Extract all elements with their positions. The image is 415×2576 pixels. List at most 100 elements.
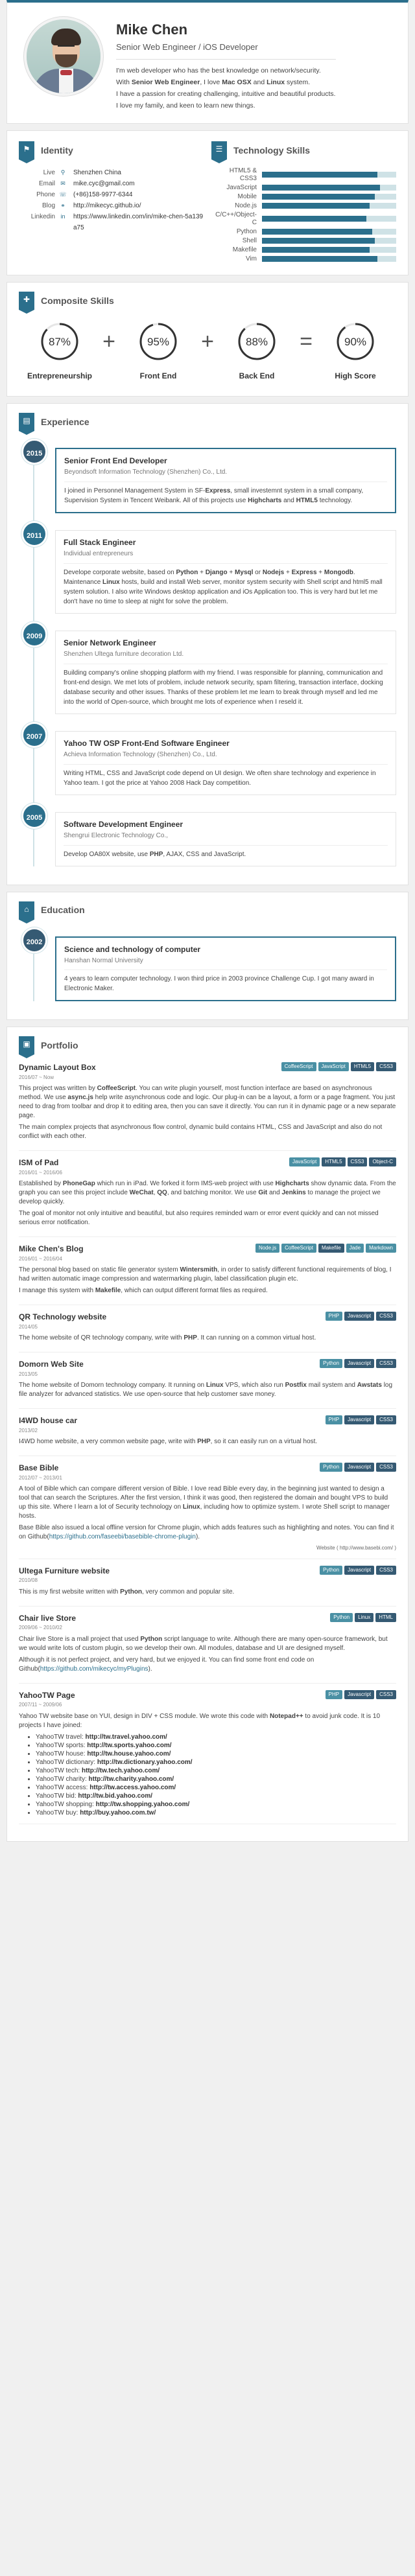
skill-ring: 95%: [139, 323, 177, 360]
timeline-item: 2005 Software Development Engineer Shengru…: [21, 802, 396, 866]
skill-ring: 90%: [337, 323, 374, 360]
organization: Shengrui Electronic Technology Co.,: [64, 831, 388, 846]
skill-bar-fill: [262, 216, 367, 222]
job-title: Yahoo TW OSP Front-End Software Engineer: [64, 738, 230, 748]
external-link[interactable]: https://github.com/faseebi/basebible-chr…: [49, 1533, 196, 1541]
tag-list: Python Javascript CSS3: [320, 1565, 396, 1575]
portfolio-item: Domorn Web Site 2013/05 Python Javascript CS…: [19, 1359, 396, 1410]
identity-value[interactable]: mike.cyc@gmail.com: [73, 180, 135, 187]
project-url[interactable]: http://tw.access.yahoo.com/: [89, 1783, 176, 1791]
project-url[interactable]: http://tw.charity.yahoo.com/: [88, 1775, 174, 1783]
portfolio-description: This is my first website written with Py…: [19, 1588, 235, 1595]
tech-tag: Object-C: [369, 1157, 396, 1167]
tech-tag: Javascript: [344, 1463, 375, 1472]
project-link-item: YahooTW dictionary: http://tw.dictionary…: [36, 1758, 396, 1767]
year-badge: 2005: [21, 802, 47, 829]
portfolio-item-header: Base Bible 2012/07 ~ 2013/01 Python Javascr…: [19, 1463, 396, 1485]
website-link[interactable]: Website ( http://www.basebi.com/ ): [316, 1545, 396, 1551]
composite-skill: 88% Back End: [221, 321, 292, 382]
job-title: Senior Network Engineer: [64, 638, 156, 647]
tech-tag: Javascript: [344, 1359, 375, 1369]
skill-ring: 88%: [238, 323, 276, 360]
portfolio-title: Dynamic Layout Box: [19, 1063, 96, 1073]
skill-row: Node.js: [211, 202, 396, 210]
project-url[interactable]: http://buy.yahoo.com.tw/: [80, 1809, 156, 1816]
ring-progress: [41, 323, 78, 360]
skill-bar: [262, 185, 396, 191]
timeline-card: Senior Front End Developer Beyondsoft Inf…: [55, 448, 396, 513]
tech-tag: Python: [320, 1463, 343, 1472]
job-title: Science and technology of computer: [64, 944, 201, 954]
year-badge: 2002: [21, 927, 47, 953]
portfolio-title: Mike Chen's Blog: [19, 1244, 84, 1254]
portfolio-title: Base Bible: [19, 1463, 59, 1473]
list-icon: ☰: [211, 141, 227, 163]
profile-info: Mike Chen Senior Web Engineer / iOS Deve…: [116, 17, 336, 111]
tech-tag: CSS3: [376, 1062, 396, 1072]
portfolio-item: Chair live Store 2009/06 ~ 2010/02 Python L…: [19, 1612, 396, 1684]
skill-ring: 87%: [41, 323, 78, 360]
identity-value[interactable]: https://www.linkedin.com/in/mike-chen-5a…: [73, 213, 204, 231]
timeline-card: Full Stack Engineer Individual entreprene…: [55, 529, 396, 614]
external-link[interactable]: https://github.com/mikecyc/myPlugins: [40, 1665, 148, 1673]
portfolio-date: 2010/08: [19, 1577, 38, 1584]
project-link-item: YahooTW house: http://tw.house.yahoo.com…: [36, 1750, 396, 1758]
skill-bar: [262, 194, 396, 200]
tag-list: JavaScript HTML5 CSS3 Object-C: [289, 1157, 396, 1167]
year-badge: 2011: [21, 520, 47, 547]
skill-label: JavaScript: [226, 183, 257, 191]
project-url[interactable]: http://tw.tech.yahoo.com/: [81, 1767, 160, 1774]
composite-skill: 95% Front End: [123, 321, 194, 382]
project-url[interactable]: http://tw.sports.yahoo.com/: [87, 1741, 172, 1749]
tech-tag: CoffeeScript: [281, 1244, 316, 1253]
skill-bar-fill: [262, 229, 372, 235]
identity-row: Live ⚲ Shenzhen China: [19, 167, 204, 178]
identity-value: Shenzhen China: [73, 168, 121, 176]
identity-label: Linkedin: [30, 213, 55, 220]
tag-list: PHP Javascript CSS3: [325, 1689, 396, 1699]
timeline-card: Software Development Engineer Shengrui El…: [55, 811, 396, 866]
tech-tag: CSS3: [376, 1565, 396, 1575]
project-url[interactable]: http://tw.bid.yahoo.com/: [78, 1792, 153, 1800]
identity-value[interactable]: http://mikecyc.github.io/: [73, 202, 141, 209]
portfolio-section: ▣ Portfolio Dynamic Layout Box 2016/07 ~ …: [6, 1027, 409, 1842]
skill-row: Shell: [211, 237, 396, 245]
operator-symbol: =: [300, 329, 313, 354]
organization: Hanshan Normal University: [64, 957, 387, 971]
portfolio-item-header: Chair live Store 2009/06 ~ 2010/02 Python L…: [19, 1612, 396, 1635]
tech-tag: CSS3: [376, 1415, 396, 1425]
bank-icon: ⌂: [19, 901, 34, 923]
organization: Shenzhen Ultega furniture decoration Ltd…: [64, 650, 388, 664]
tag-list: PHP Javascript CSS3: [325, 1312, 396, 1321]
project-url[interactable]: http://tw.travel.yahoo.com/: [85, 1733, 167, 1741]
tech-tag: CSS3: [376, 1689, 396, 1699]
identity-label: Live: [43, 168, 55, 176]
ring-progress: [139, 323, 177, 360]
tech-tag: CSS3: [347, 1157, 368, 1167]
portfolio-description: A tool of Bible which can compare differ…: [19, 1485, 390, 1520]
tech-tag: Python: [320, 1565, 343, 1575]
composite-skill: 87% Entrepreneurship: [24, 321, 95, 382]
skill-bar: [262, 216, 396, 222]
tech-tag: HTML5: [350, 1062, 375, 1072]
skill-bar: [262, 229, 396, 235]
project-url[interactable]: http://tw.dictionary.yahoo.com/: [97, 1758, 193, 1766]
profile-title: Senior Web Engineer / iOS Developer: [116, 41, 336, 60]
portfolio-title: I4WD house car: [19, 1416, 78, 1426]
skill-bar-fill: [262, 172, 378, 178]
tech-tag: JavaScript: [289, 1157, 320, 1167]
portfolio-item-header: Ultega Furniture website 2010/08 Python Jav…: [19, 1565, 396, 1588]
organization: Achieva Information Technology (Shenzhen…: [64, 750, 388, 765]
job-description: I joined in Personnel Management System …: [64, 487, 364, 504]
portfolio-item-header: Mike Chen's Blog 2016/01 ~ 2016/04 Node.js…: [19, 1244, 396, 1266]
project-url[interactable]: http://tw.shopping.yahoo.com/: [95, 1800, 190, 1808]
tech-tag: CSS3: [376, 1463, 396, 1472]
portfolio-date: 2016/01 ~ 2016/06: [19, 1169, 62, 1176]
identity-label: Email: [38, 180, 55, 187]
section-title: Experience: [41, 416, 89, 427]
tech-tag: CoffeeScript: [281, 1062, 316, 1072]
skill-row: Makefile: [211, 246, 396, 254]
portfolio-description: I manage this system with Makefile, whic…: [19, 1287, 268, 1295]
project-url[interactable]: http://tw.house.yahoo.com/: [87, 1750, 171, 1758]
composite-skills-section: ✚ Composite Skills 87% Entrepreneurship +9…: [6, 281, 409, 397]
